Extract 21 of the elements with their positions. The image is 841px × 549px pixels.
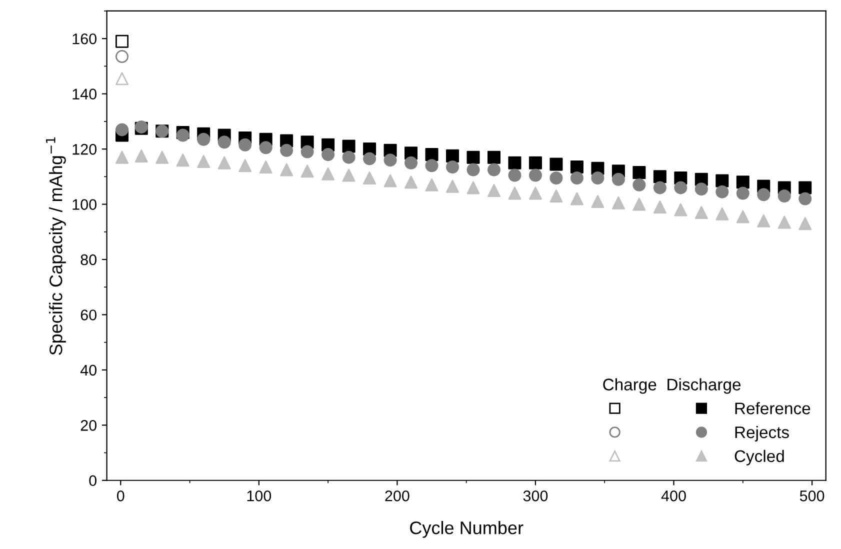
x-tick-label: 400: [661, 490, 686, 502]
legend-label: Rejects: [735, 426, 789, 442]
x-tick-label: 500: [800, 490, 824, 502]
x-tick-label: 300: [523, 490, 548, 502]
y-tick-label: 160: [72, 33, 96, 44]
y-tick-label: 80: [80, 254, 96, 266]
y-tick-label: 140: [72, 88, 96, 100]
legend-label: Cycled: [734, 450, 784, 466]
y-tick-label: 120: [72, 144, 96, 155]
x-tick-label: 100: [247, 490, 272, 502]
x-tick-label: 0: [116, 490, 124, 502]
legend-title: Charge Discharge: [603, 378, 741, 394]
y-tick-label: 20: [80, 420, 96, 431]
legend-label: Reference: [735, 402, 810, 414]
y-axis-title: Specific Capacity / mAhg$^{−1}$: [46, 137, 66, 355]
x-axis-title: Cycle Number: [410, 521, 524, 538]
y-tick-label: 40: [80, 364, 96, 376]
y-tick-label: 100: [72, 199, 96, 210]
y-tick-label: 60: [80, 310, 96, 320]
y-tick-label: 0: [89, 475, 96, 486]
x-tick-label: 200: [385, 490, 410, 502]
